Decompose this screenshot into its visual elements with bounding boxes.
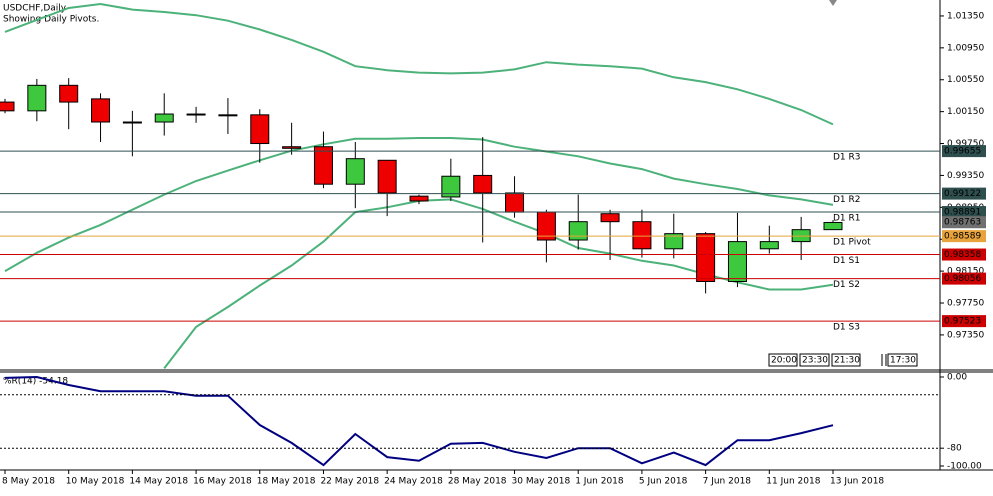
pivot-label: D1 S1 <box>833 256 860 266</box>
candle-body <box>345 158 365 185</box>
pivot-price: 0.98358 <box>944 250 981 260</box>
x-tick-label: 18 May 2018 <box>257 477 316 487</box>
plot-area <box>0 2 843 370</box>
time-label: 23:30 <box>802 356 828 366</box>
y-tick-label: 0.99750 <box>947 139 984 149</box>
x-tick-label: 30 May 2018 <box>512 477 571 487</box>
x-tick-label: 1 Jun 2018 <box>575 477 624 487</box>
pivot-price-box <box>942 315 986 328</box>
candle-body <box>505 192 525 213</box>
time-label: 17:30 <box>890 356 916 366</box>
pivot-price-box <box>942 248 986 261</box>
candle-body <box>250 114 270 145</box>
plot-area <box>4 375 834 467</box>
candle-body <box>218 114 238 117</box>
y-tick-label: -80 <box>947 444 962 454</box>
candle-body <box>282 146 302 149</box>
last-price-box <box>942 216 986 229</box>
time-boxes: 20:00 23:30 21:30 17:30 <box>768 353 918 367</box>
candle-body <box>186 113 206 116</box>
candle-body <box>91 98 111 123</box>
time-label: 20:00 <box>771 356 797 366</box>
y-tick-label: 1.00950 <box>947 43 984 53</box>
pivot-price-box <box>942 206 986 219</box>
candle-body <box>600 213 620 223</box>
pivot-price: 0.99655 <box>944 147 981 157</box>
y-tick-label: 0.97350 <box>947 330 984 340</box>
candle-body <box>59 84 79 103</box>
candle-body <box>473 174 493 194</box>
time-label: 21:30 <box>834 356 860 366</box>
candle-body <box>568 221 588 241</box>
x-tick-label: 16 May 2018 <box>193 477 252 487</box>
pivot-price-box <box>942 230 986 243</box>
pivot-label: D1 Pivot <box>833 238 871 248</box>
time-box <box>768 353 798 367</box>
candle-body <box>27 84 47 112</box>
candle-body <box>0 101 15 112</box>
time-box <box>831 353 861 367</box>
pivot-label: D1 R2 <box>833 195 861 205</box>
pivot-price-box <box>942 187 986 200</box>
pivot-label: D1 R1 <box>833 214 861 224</box>
x-tick-label: 7 Jun 2018 <box>703 477 752 487</box>
pivot-price: 0.98589 <box>944 232 981 242</box>
chart-subtitle: Showing Daily Pivots. <box>3 15 99 25</box>
pivot-price-box <box>942 145 986 158</box>
x-tick-label: 5 Jun 2018 <box>639 477 688 487</box>
pivot-label: D1 R3 <box>833 153 861 163</box>
pivot-label: D1 S2 <box>833 280 860 290</box>
y-tick-label: 1.00150 <box>947 107 984 117</box>
x-tick-label: 28 May 2018 <box>448 477 507 487</box>
y-tick-label: 0.98150 <box>947 267 984 277</box>
pivot-price: 0.99122 <box>944 189 981 199</box>
candle-body <box>409 195 429 202</box>
candle-body <box>823 221 843 231</box>
shift-marker <box>829 0 837 6</box>
chart-title: USDCHF,Daily <box>3 4 67 14</box>
bollinger-band <box>4 137 834 272</box>
last-price: 0.98763 <box>944 218 981 228</box>
candle-body <box>122 121 142 124</box>
x-tick-label: 11 Jun 2018 <box>766 477 820 487</box>
candle-body <box>441 175 461 198</box>
pivot-price: 0.98891 <box>944 208 981 218</box>
y-tick-label: 0.99350 <box>947 171 984 181</box>
pivot-price: 0.97523 <box>944 317 981 327</box>
candle-body <box>664 233 684 250</box>
indicator-line <box>4 375 834 467</box>
time-box <box>799 353 830 367</box>
x-tick-label: 10 May 2018 <box>66 477 125 487</box>
x-tick-label: 22 May 2018 <box>320 477 379 487</box>
pivot-label: D1 S3 <box>833 323 860 333</box>
y-tick-label: 1.00550 <box>947 75 984 85</box>
candle-body <box>632 221 652 250</box>
pivot-price-box <box>942 272 986 285</box>
x-tick-label: 13 Jun 2018 <box>830 477 884 487</box>
candle-body <box>377 159 397 194</box>
candle-body <box>727 241 747 282</box>
y-tick-label: 1.01350 <box>947 11 984 21</box>
x-tick-label: 8 May 2018 <box>2 477 55 487</box>
y-tick-label: 0.97750 <box>947 299 984 309</box>
bollinger-band <box>4 2 834 126</box>
pivot-price: 0.98056 <box>944 274 981 284</box>
y-tick-label: 0.00 <box>947 372 967 382</box>
candle-body <box>759 241 779 250</box>
candle-body <box>313 146 333 185</box>
time-box <box>887 353 918 367</box>
x-tick-label: 14 May 2018 <box>129 477 188 487</box>
indicator-label: %R(14) -54.18 <box>3 377 68 387</box>
y-tick-label: -100.00 <box>947 461 982 471</box>
candle-body <box>696 233 716 282</box>
candle-body <box>154 113 174 123</box>
x-tick-label: 24 May 2018 <box>384 477 443 487</box>
